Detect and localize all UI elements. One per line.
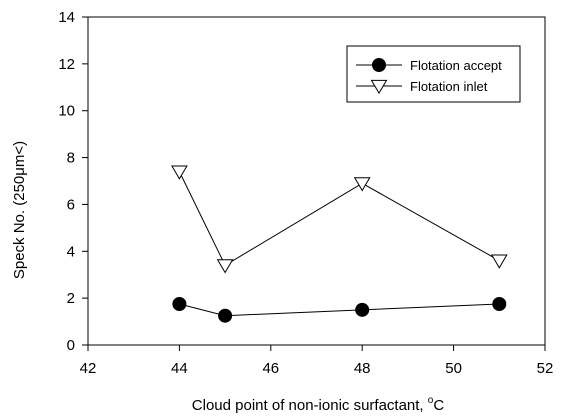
series-line	[178, 171, 500, 267]
x-tick-label: 42	[80, 360, 97, 377]
y-tick-label: 12	[58, 56, 75, 73]
data-point-circle	[355, 302, 370, 317]
x-axis-label-unit: C	[433, 397, 444, 414]
data-point-circle	[172, 297, 187, 311]
data-point-circle	[372, 58, 386, 72]
data-point-triangle	[370, 79, 388, 95]
x-tick-label: 50	[445, 360, 462, 377]
data-point-triangle	[216, 259, 234, 274]
x-tick-label: 44	[171, 360, 188, 377]
y-axis: 0 2 4 6 8 10 12 14	[58, 9, 88, 354]
data-point-triangle	[171, 165, 188, 180]
x-axis: 42 44 46 48 50 52	[80, 345, 554, 377]
data-point-circle	[218, 308, 233, 323]
legend-item: Flotation inlet	[356, 79, 488, 95]
legend-item: Flotation accept	[356, 58, 502, 73]
legend-box	[346, 45, 521, 103]
data-point-triangle	[490, 254, 508, 269]
x-axis-label: Cloud point of non-ionic surfactant, oC	[192, 395, 445, 414]
plot-area	[171, 165, 508, 323]
y-tick-label: 4	[67, 243, 75, 260]
axes-frame	[87, 16, 546, 346]
legend-label: Flotation accept	[410, 58, 502, 73]
series-1	[172, 297, 507, 323]
legend-label: Flotation inlet	[410, 79, 488, 94]
plot-border	[87, 16, 546, 346]
x-axis-label-main: Cloud point of non-ionic surfactant,	[192, 397, 428, 414]
legend: Flotation accept Flotation inlet	[346, 45, 521, 103]
y-axis-label: Speck No. (250μm<)	[11, 141, 28, 279]
x-tick-label: 46	[262, 360, 279, 377]
series-2	[171, 165, 508, 274]
y-tick-label: 6	[67, 196, 75, 213]
data-point-triangle	[353, 177, 371, 192]
x-tick-label: 48	[354, 360, 371, 377]
y-tick-label: 2	[67, 290, 75, 307]
x-tick-label: 52	[537, 360, 554, 377]
series-line	[179, 303, 500, 317]
x-axis-label-degree: o	[428, 395, 434, 406]
y-tick-label: 10	[58, 103, 75, 120]
y-tick-label: 8	[67, 150, 75, 167]
y-tick-label: 0	[67, 337, 75, 354]
y-tick-label: 14	[58, 9, 75, 26]
data-point-circle	[492, 297, 507, 311]
